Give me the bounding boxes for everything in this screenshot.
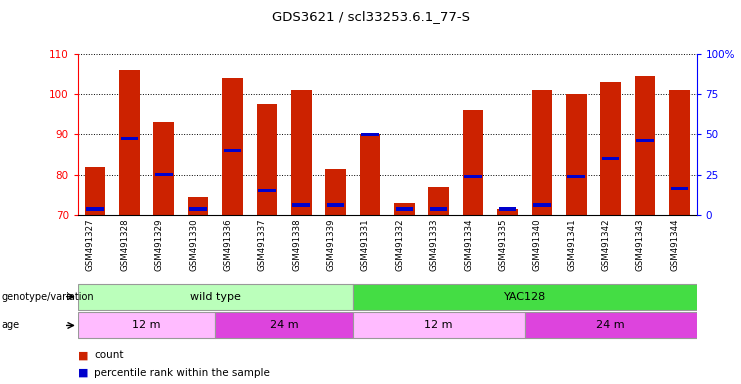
- Bar: [600, 82, 621, 215]
- Bar: [637, 139, 654, 142]
- Text: GSM491335: GSM491335: [499, 218, 508, 271]
- Bar: [671, 187, 688, 190]
- Text: GSM491342: GSM491342: [602, 218, 611, 271]
- Text: ■: ■: [78, 350, 88, 360]
- Bar: [86, 207, 104, 210]
- Bar: [187, 197, 208, 215]
- Text: age: age: [1, 320, 19, 331]
- Bar: [359, 134, 380, 215]
- Text: 24 m: 24 m: [597, 320, 625, 331]
- Text: GSM491336: GSM491336: [224, 218, 233, 271]
- Text: count: count: [94, 350, 124, 360]
- Bar: [84, 167, 105, 215]
- Bar: [153, 122, 174, 215]
- Bar: [533, 204, 551, 207]
- Text: 12 m: 12 m: [133, 320, 161, 331]
- Bar: [394, 203, 415, 215]
- Text: GSM491330: GSM491330: [189, 218, 198, 271]
- Text: GSM491340: GSM491340: [533, 218, 542, 271]
- Bar: [463, 110, 483, 215]
- Text: GSM491344: GSM491344: [671, 218, 679, 271]
- Text: GSM491343: GSM491343: [636, 218, 645, 271]
- Bar: [224, 149, 242, 152]
- Bar: [190, 207, 207, 210]
- Bar: [256, 104, 277, 215]
- Text: 24 m: 24 m: [270, 320, 299, 331]
- Bar: [499, 207, 516, 210]
- Bar: [353, 313, 525, 338]
- Bar: [353, 284, 697, 310]
- Bar: [327, 204, 345, 207]
- Text: percentile rank within the sample: percentile rank within the sample: [94, 368, 270, 378]
- Bar: [216, 313, 353, 338]
- Bar: [258, 189, 276, 192]
- Bar: [396, 207, 413, 210]
- Bar: [78, 284, 353, 310]
- Bar: [428, 187, 449, 215]
- Text: GSM491334: GSM491334: [464, 218, 473, 271]
- Bar: [669, 90, 690, 215]
- Text: wild type: wild type: [190, 291, 241, 302]
- Text: YAC128: YAC128: [504, 291, 546, 302]
- Bar: [361, 133, 379, 136]
- Bar: [291, 90, 311, 215]
- Text: 12 m: 12 m: [425, 320, 453, 331]
- Bar: [465, 175, 482, 178]
- Text: GSM491333: GSM491333: [430, 218, 439, 271]
- Text: GDS3621 / scl33253.6.1_77-S: GDS3621 / scl33253.6.1_77-S: [271, 10, 470, 23]
- Bar: [634, 76, 655, 215]
- Bar: [222, 78, 243, 215]
- Bar: [121, 137, 138, 140]
- Text: GSM491328: GSM491328: [120, 218, 130, 271]
- Bar: [566, 94, 587, 215]
- Bar: [525, 313, 697, 338]
- Bar: [155, 173, 173, 176]
- Bar: [602, 157, 619, 160]
- Bar: [568, 175, 585, 178]
- Text: GSM491327: GSM491327: [86, 218, 95, 271]
- Text: GSM491341: GSM491341: [567, 218, 576, 271]
- Text: GSM491331: GSM491331: [361, 218, 370, 271]
- Text: ■: ■: [78, 368, 88, 378]
- Bar: [293, 204, 310, 207]
- Bar: [497, 209, 518, 215]
- Text: GSM491329: GSM491329: [155, 218, 164, 271]
- Bar: [78, 313, 216, 338]
- Text: GSM491332: GSM491332: [396, 218, 405, 271]
- Text: GSM491339: GSM491339: [327, 218, 336, 271]
- Text: genotype/variation: genotype/variation: [1, 291, 94, 302]
- Bar: [430, 207, 448, 210]
- Bar: [325, 169, 346, 215]
- Text: GSM491338: GSM491338: [292, 218, 302, 271]
- Bar: [119, 70, 139, 215]
- Bar: [531, 90, 552, 215]
- Text: GSM491337: GSM491337: [258, 218, 267, 271]
